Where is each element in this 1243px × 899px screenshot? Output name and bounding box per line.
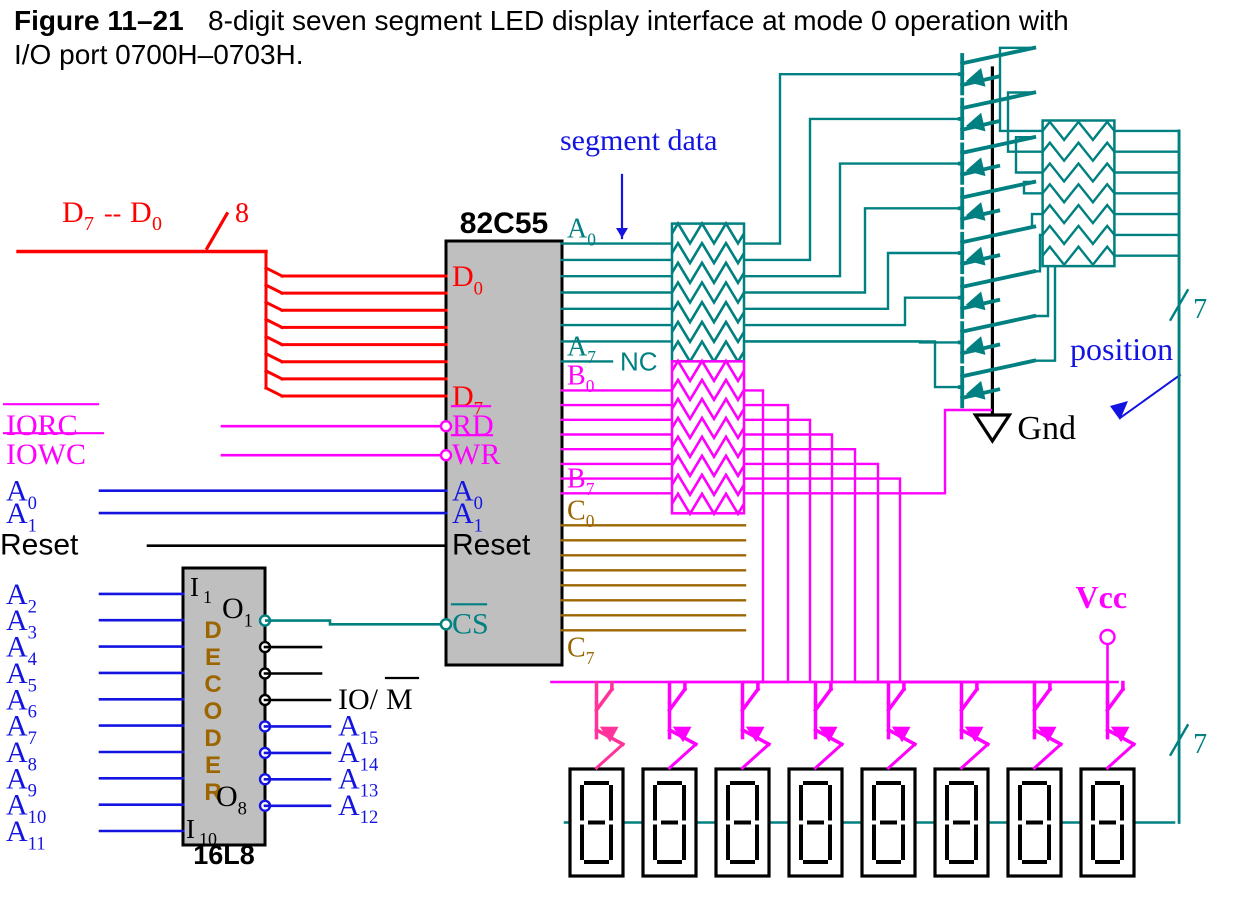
svg-text:C7: C7 xyxy=(567,632,595,668)
svg-text:M: M xyxy=(386,683,413,716)
svg-text:8: 8 xyxy=(235,198,249,229)
svg-text:7: 7 xyxy=(1193,729,1207,760)
svg-text:82C55: 82C55 xyxy=(460,207,548,240)
svg-text:Vcc: Vcc xyxy=(1076,579,1128,615)
svg-text:WR: WR xyxy=(452,438,500,471)
svg-text:10: 10 xyxy=(199,829,217,849)
svg-text:D: D xyxy=(204,725,221,752)
svg-text:O: O xyxy=(204,698,223,725)
svg-text:I: I xyxy=(190,572,199,602)
svg-text:CS: CS xyxy=(452,607,489,640)
svg-text:Reset: Reset xyxy=(0,529,79,562)
svg-text:segment data: segment data xyxy=(560,124,717,157)
svg-text:7: 7 xyxy=(1193,294,1207,325)
svg-text:position: position xyxy=(1070,331,1173,367)
svg-text:E: E xyxy=(205,644,221,671)
svg-text:IOWC: IOWC xyxy=(6,438,86,471)
svg-text:7: 7 xyxy=(84,213,94,235)
svg-text:NC: NC xyxy=(620,346,658,376)
svg-text:Gnd: Gnd xyxy=(1017,410,1076,447)
svg-text:C: C xyxy=(204,671,221,698)
svg-text:1: 1 xyxy=(203,587,212,607)
svg-text:E: E xyxy=(205,752,221,779)
svg-text:--: -- xyxy=(104,199,121,228)
svg-text:D: D xyxy=(130,196,152,229)
svg-text:D: D xyxy=(62,196,84,229)
svg-text:Reset: Reset xyxy=(452,529,531,562)
svg-text:0: 0 xyxy=(152,213,162,235)
svg-text:I/O port 0700H–0703H.: I/O port 0700H–0703H. xyxy=(14,39,304,70)
svg-text:I: I xyxy=(186,814,195,844)
svg-text:D: D xyxy=(204,617,221,644)
svg-text:8-digit seven segment LED disp: 8-digit seven segment LED display interf… xyxy=(208,5,1069,36)
svg-text:Figure 11–21: Figure 11–21 xyxy=(14,5,184,36)
